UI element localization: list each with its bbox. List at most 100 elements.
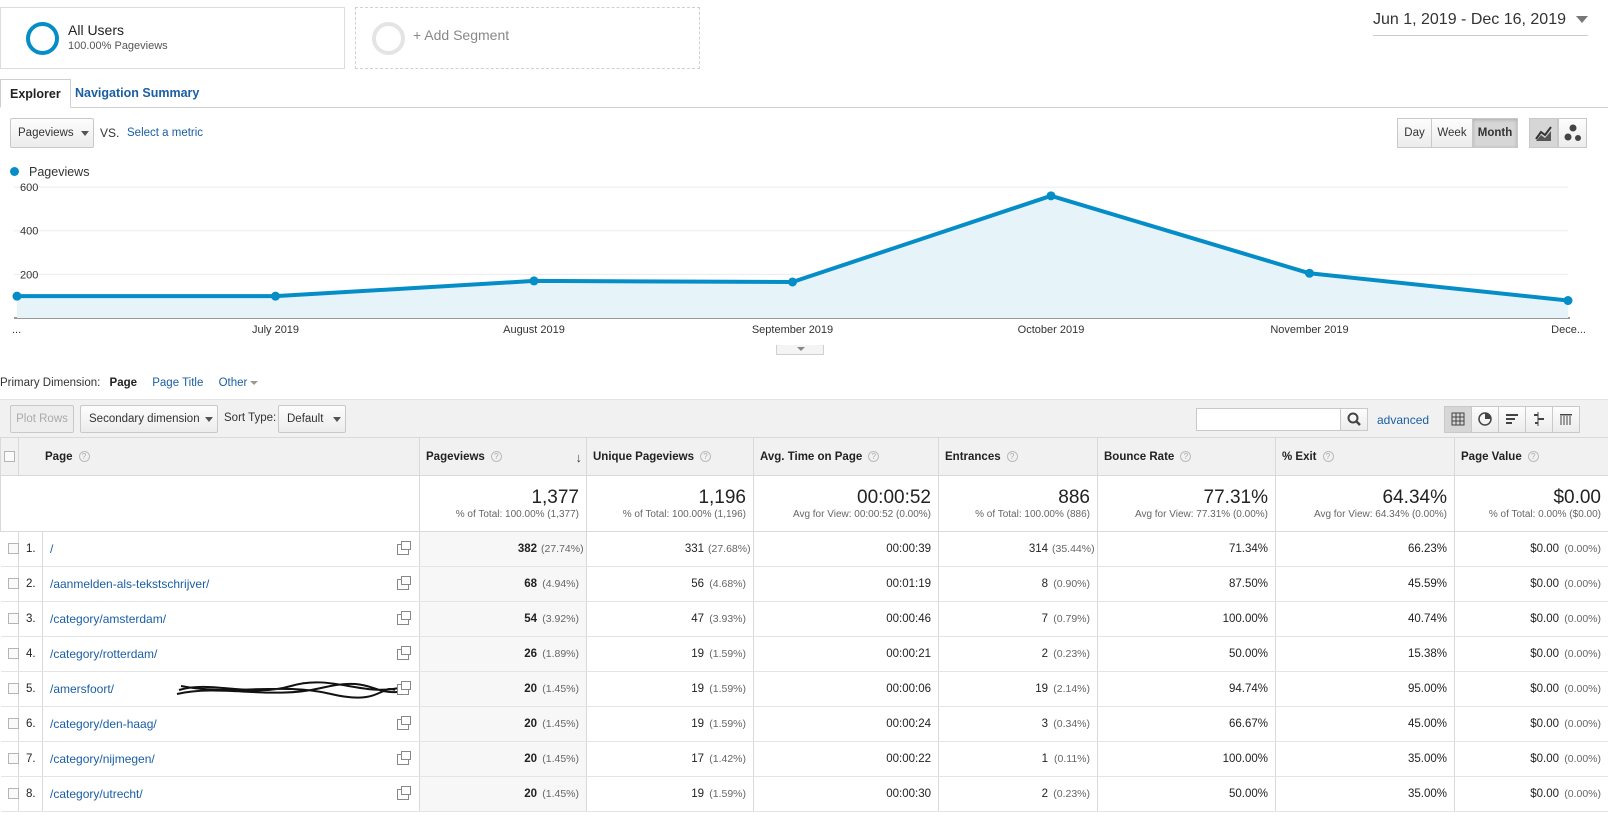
- help-icon[interactable]: ?: [1180, 450, 1192, 462]
- row-checkbox[interactable]: [7, 648, 19, 660]
- row-select-cell[interactable]: [0, 671, 19, 707]
- row-checkbox[interactable]: [7, 613, 19, 625]
- legend-label: Pageviews: [29, 165, 90, 179]
- metric-dropdown[interactable]: Pageviews: [10, 118, 94, 148]
- comparison-view-button[interactable]: [1525, 406, 1553, 433]
- performance-view-button[interactable]: [1498, 406, 1526, 433]
- page-link[interactable]: /category/rotterdam/: [50, 647, 158, 661]
- table-view-button[interactable]: [1444, 406, 1472, 433]
- data-point: [1563, 296, 1573, 306]
- avg-time-cell: 00:00:39: [753, 531, 939, 567]
- dimension-page[interactable]: Page: [109, 377, 138, 389]
- page-link[interactable]: /aanmelden-als-tekstschrijver/: [50, 577, 210, 591]
- dimension-other[interactable]: Other: [219, 377, 259, 389]
- col-header-avg-time[interactable]: Avg. Time on Page?: [753, 437, 939, 476]
- page-link[interactable]: /: [50, 542, 54, 556]
- unique-pageviews-cell: 47 (3.93%): [586, 601, 754, 637]
- select-all-checkbox[interactable]: [4, 450, 15, 462]
- line-chart-button[interactable]: [1529, 118, 1558, 148]
- bounce-rate-cell: 100.00%: [1097, 741, 1276, 777]
- add-segment-button[interactable]: + Add Segment: [355, 7, 700, 69]
- help-icon[interactable]: ?: [1527, 450, 1539, 462]
- entrances-pct: (0.34%): [1053, 718, 1090, 730]
- page-link[interactable]: /amersfoort/: [50, 682, 115, 696]
- avg-time-cell: 00:00:21: [753, 636, 939, 672]
- row-checkbox[interactable]: [7, 578, 19, 590]
- col-header-exit[interactable]: % Exit?: [1275, 437, 1455, 476]
- help-icon[interactable]: ?: [1322, 450, 1334, 462]
- page-value-value: $0.00: [1530, 753, 1559, 765]
- advanced-filter-link[interactable]: advanced: [1377, 413, 1430, 427]
- table-search-input[interactable]: [1196, 408, 1341, 431]
- open-page-icon[interactable]: [397, 646, 411, 660]
- page-link[interactable]: /category/den-haag/: [50, 717, 157, 731]
- col-header-pageviews[interactable]: Pageviews? ↓: [419, 437, 587, 476]
- period-day-button[interactable]: Day: [1397, 118, 1432, 148]
- open-page-icon[interactable]: [397, 576, 411, 590]
- row-index: 2.: [18, 566, 43, 602]
- row-checkbox[interactable]: [7, 753, 19, 765]
- entrances-cell: 1 (0.11%): [938, 741, 1098, 777]
- page-link[interactable]: /category/amsterdam/: [50, 612, 167, 626]
- pageviews-pct: (1.45%): [542, 683, 579, 695]
- plot-rows-button[interactable]: Plot Rows: [10, 405, 74, 433]
- help-icon[interactable]: ?: [699, 450, 711, 462]
- help-icon[interactable]: ?: [78, 450, 90, 462]
- col-header-avg-time-label: Avg. Time on Page: [760, 450, 863, 463]
- chart-collapse-toggle[interactable]: [776, 345, 824, 355]
- x-tick-label: August 2019: [503, 324, 565, 336]
- col-header-page-value[interactable]: Page Value?: [1454, 437, 1608, 476]
- row-select-cell[interactable]: [0, 741, 19, 777]
- row-checkbox[interactable]: [7, 718, 19, 730]
- col-header-page[interactable]: Page?: [18, 437, 420, 476]
- table-header-row: Page? Pageviews? ↓ Unique Pageviews? Avg.…: [0, 437, 1608, 476]
- page-value-value: $0.00: [1530, 543, 1559, 555]
- tab-navigation-summary[interactable]: Navigation Summary: [75, 86, 200, 100]
- row-select-cell[interactable]: [0, 636, 19, 672]
- open-page-icon[interactable]: [397, 541, 411, 555]
- row-select-cell[interactable]: [0, 706, 19, 742]
- help-icon[interactable]: ?: [1006, 450, 1018, 462]
- open-page-icon[interactable]: [397, 716, 411, 730]
- page-link[interactable]: /category/nijmegen/: [50, 752, 155, 766]
- pie-view-button[interactable]: [1471, 406, 1499, 433]
- open-page-icon[interactable]: [397, 681, 411, 695]
- row-select-cell[interactable]: [0, 531, 19, 567]
- segment-all-users[interactable]: All Users 100.00% Pageviews: [0, 7, 345, 69]
- row-checkbox[interactable]: [7, 543, 19, 555]
- col-header-unique-pageviews[interactable]: Unique Pageviews?: [586, 437, 754, 476]
- entrances-cell: 8 (0.90%): [938, 566, 1098, 602]
- row-select-cell[interactable]: [0, 601, 19, 637]
- row-select-cell[interactable]: [0, 566, 19, 602]
- row-select-cell[interactable]: [0, 776, 19, 812]
- x-tick-label: September 2019: [752, 324, 833, 336]
- open-page-icon[interactable]: [397, 786, 411, 800]
- col-header-bounce-rate[interactable]: Bounce Rate?: [1097, 437, 1276, 476]
- pivot-view-button[interactable]: [1552, 406, 1580, 433]
- open-page-icon[interactable]: [397, 751, 411, 765]
- tab-explorer[interactable]: Explorer: [0, 79, 71, 108]
- open-page-icon[interactable]: [397, 611, 411, 625]
- line-chart-icon: [1535, 126, 1552, 141]
- search-button[interactable]: [1340, 408, 1368, 431]
- avg-time-cell: 00:00:06: [753, 671, 939, 707]
- help-icon[interactable]: ?: [490, 450, 502, 462]
- pageviews-pct: (1.45%): [542, 788, 579, 800]
- period-month-button[interactable]: Month: [1472, 118, 1518, 148]
- date-range-picker[interactable]: Jun 1, 2019 - Dec 16, 2019: [1372, 11, 1588, 36]
- secondary-dimension-dropdown[interactable]: Secondary dimension: [80, 405, 218, 433]
- sort-type-dropdown[interactable]: Default: [278, 405, 346, 433]
- row-checkbox[interactable]: [7, 683, 19, 695]
- help-icon[interactable]: ?: [868, 450, 880, 462]
- row-checkbox[interactable]: [7, 788, 19, 800]
- col-header-entrances[interactable]: Entrances?: [938, 437, 1098, 476]
- period-week-button[interactable]: Week: [1431, 118, 1473, 148]
- dimension-page-title[interactable]: Page Title: [152, 377, 204, 389]
- motion-chart-button[interactable]: [1558, 118, 1587, 148]
- page-link[interactable]: /category/utrecht/: [50, 787, 143, 801]
- select-metric-link[interactable]: Select a metric: [127, 127, 204, 139]
- y-tick-label: 600: [20, 182, 38, 194]
- vs-label: VS.: [100, 126, 120, 140]
- pageviews-chart: 200 400 600... July 2019 August 2019 Septembe…: [12, 182, 1586, 336]
- select-all-header[interactable]: [0, 437, 19, 476]
